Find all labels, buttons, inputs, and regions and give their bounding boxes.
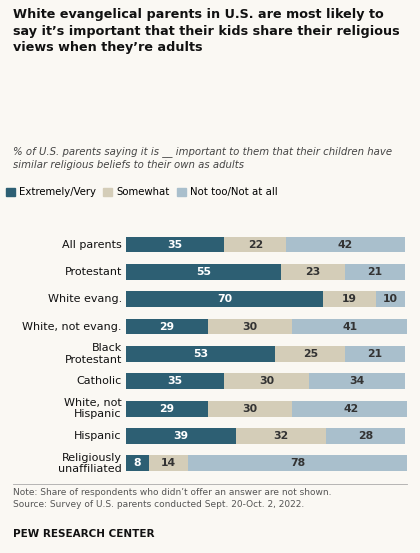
Text: 29: 29 [159, 404, 174, 414]
Text: 30: 30 [259, 376, 274, 387]
Text: 21: 21 [368, 349, 383, 359]
Bar [309, 373, 404, 389]
Text: 34: 34 [349, 376, 365, 387]
Text: 35: 35 [168, 239, 183, 249]
Text: 53: 53 [193, 349, 208, 359]
Bar [126, 237, 224, 252]
Bar [224, 237, 286, 252]
Text: Protestant: Protestant [64, 267, 122, 277]
Text: 35: 35 [168, 376, 183, 387]
Bar [149, 456, 188, 471]
Bar [126, 291, 323, 307]
Text: All parents: All parents [62, 239, 122, 249]
Text: 70: 70 [217, 294, 232, 304]
Text: 42: 42 [344, 404, 359, 414]
Bar [275, 346, 346, 362]
Text: 55: 55 [196, 267, 211, 277]
Text: 29: 29 [159, 321, 174, 332]
Text: Black
Protestant: Black Protestant [64, 343, 122, 365]
Text: 39: 39 [173, 431, 189, 441]
Bar [126, 264, 281, 280]
Bar [286, 237, 404, 252]
Bar [126, 456, 149, 471]
Text: Religiously
unaffiliated: Religiously unaffiliated [58, 452, 122, 474]
Text: Note: Share of respondents who didn’t offer an answer are not shown.
Source: Sur: Note: Share of respondents who didn’t of… [13, 488, 331, 509]
Text: 14: 14 [160, 458, 176, 468]
Bar [126, 346, 275, 362]
Bar [281, 264, 346, 280]
Bar [126, 319, 207, 335]
Bar [188, 456, 407, 471]
Text: 21: 21 [368, 267, 383, 277]
Text: 10: 10 [383, 294, 398, 304]
Text: White, not
Hispanic: White, not Hispanic [64, 398, 122, 419]
Text: 23: 23 [305, 267, 321, 277]
Text: White, not evang.: White, not evang. [22, 321, 122, 332]
Text: 42: 42 [338, 239, 353, 249]
Text: Catholic: Catholic [76, 376, 122, 387]
Text: Hispanic: Hispanic [74, 431, 122, 441]
Text: 30: 30 [242, 321, 257, 332]
Bar [207, 319, 292, 335]
Bar [292, 401, 410, 416]
Text: White evangelical parents in U.S. are most likely to
say it’s important that the: White evangelical parents in U.S. are mo… [13, 8, 399, 54]
Text: White evang.: White evang. [47, 294, 122, 304]
Bar [292, 319, 407, 335]
Text: 32: 32 [273, 431, 289, 441]
Bar [126, 373, 224, 389]
Bar [126, 428, 236, 444]
Text: 19: 19 [342, 294, 357, 304]
Text: 30: 30 [242, 404, 257, 414]
Text: 41: 41 [342, 321, 357, 332]
Bar [323, 291, 376, 307]
Bar [224, 373, 309, 389]
Bar [236, 428, 326, 444]
Text: 28: 28 [357, 431, 373, 441]
Bar [376, 291, 404, 307]
Bar [346, 346, 404, 362]
Text: PEW RESEARCH CENTER: PEW RESEARCH CENTER [13, 529, 154, 539]
Text: % of U.S. parents saying it is __ important to them that their children have
sim: % of U.S. parents saying it is __ import… [13, 147, 392, 170]
Legend: Extremely/Very, Somewhat, Not too/Not at all: Extremely/Very, Somewhat, Not too/Not at… [6, 187, 278, 197]
Text: 8: 8 [134, 458, 141, 468]
Text: 25: 25 [303, 349, 318, 359]
Text: 22: 22 [248, 239, 263, 249]
Bar [326, 428, 404, 444]
Text: 78: 78 [290, 458, 305, 468]
Bar [207, 401, 292, 416]
Bar [346, 264, 404, 280]
Bar [126, 401, 207, 416]
